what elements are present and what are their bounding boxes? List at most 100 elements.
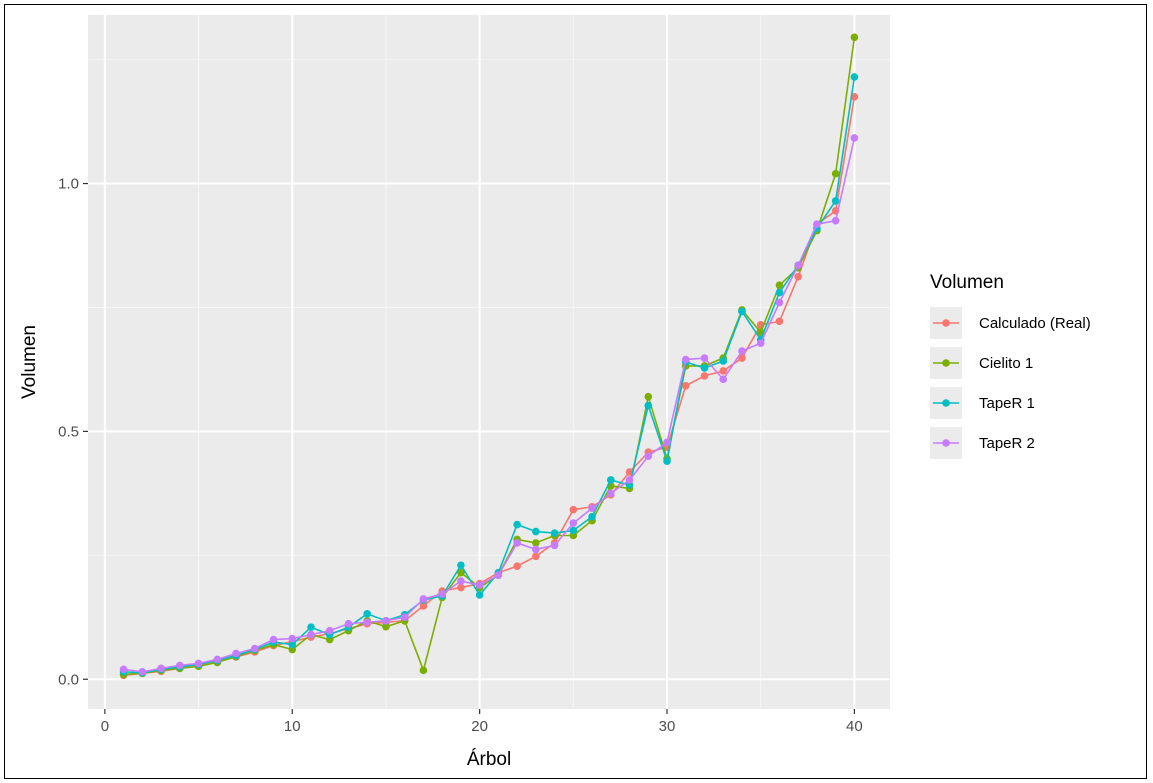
data-point bbox=[681, 381, 690, 390]
series-layer bbox=[119, 33, 859, 680]
y-tick-label: 1.0 bbox=[58, 176, 79, 193]
data-point bbox=[588, 504, 596, 513]
plot-panel bbox=[88, 15, 890, 709]
legend-item: TapeR 2 bbox=[930, 427, 1035, 459]
data-point bbox=[850, 73, 859, 81]
data-point bbox=[569, 519, 578, 527]
data-point bbox=[569, 526, 578, 535]
y-tick-label: 0.0 bbox=[58, 671, 79, 688]
data-point bbox=[550, 529, 559, 537]
data-point bbox=[606, 476, 615, 484]
y-axis-title: Volumen bbox=[19, 325, 40, 399]
x-tick-label: 10 bbox=[284, 718, 301, 735]
data-point bbox=[344, 619, 353, 628]
data-point bbox=[700, 372, 709, 380]
data-point bbox=[532, 552, 540, 561]
data-point bbox=[457, 568, 465, 577]
data-point bbox=[513, 539, 521, 547]
data-point bbox=[419, 595, 428, 603]
data-point bbox=[775, 281, 784, 289]
data-point bbox=[606, 489, 615, 498]
data-point bbox=[644, 452, 653, 460]
data-point bbox=[831, 197, 840, 205]
legend-item: Calculado (Real) bbox=[930, 307, 1091, 339]
data-point bbox=[475, 581, 484, 589]
data-point bbox=[663, 457, 671, 465]
data-point bbox=[475, 591, 484, 599]
data-point bbox=[363, 610, 372, 618]
data-point bbox=[794, 261, 802, 270]
data-point bbox=[213, 655, 222, 664]
data-point bbox=[794, 272, 802, 281]
data-point bbox=[513, 520, 521, 529]
x-tick-label: 40 bbox=[846, 718, 863, 735]
data-point bbox=[738, 354, 746, 362]
data-point bbox=[663, 438, 671, 447]
data-point bbox=[850, 33, 859, 42]
data-point bbox=[363, 618, 372, 627]
data-point bbox=[625, 476, 634, 484]
data-point bbox=[588, 512, 596, 521]
series-line bbox=[123, 137, 856, 673]
legend-label: TapeR 1 bbox=[979, 395, 1035, 412]
data-point bbox=[681, 355, 690, 364]
legend-item: TapeR 1 bbox=[930, 387, 1035, 419]
data-point bbox=[194, 659, 203, 668]
data-point bbox=[756, 339, 765, 347]
data-point bbox=[775, 317, 784, 326]
legend-label: TapeR 2 bbox=[979, 435, 1035, 452]
chart-frame: 0 10 20 30 40 0.0 0.5 1.0 Árbol Volumen Volume… bbox=[4, 4, 1147, 779]
data-point bbox=[307, 623, 315, 632]
data-point bbox=[325, 626, 334, 635]
series-line bbox=[123, 76, 856, 674]
data-point bbox=[419, 666, 428, 675]
x-tick-labels: 0 10 20 30 40 bbox=[101, 718, 863, 735]
y-tick-label: 0.5 bbox=[58, 423, 79, 440]
data-point bbox=[850, 134, 859, 142]
x-tick-label: 0 bbox=[101, 718, 109, 735]
data-point bbox=[494, 571, 503, 579]
data-point bbox=[307, 630, 315, 639]
legend-title: Volumen bbox=[930, 272, 1004, 293]
data-point bbox=[550, 541, 559, 550]
data-point bbox=[457, 561, 465, 570]
x-tick-label: 20 bbox=[471, 718, 488, 735]
data-point bbox=[700, 364, 709, 372]
data-point bbox=[719, 357, 728, 365]
data-point bbox=[157, 664, 165, 673]
legend: Volumen Calculado (Real) Cielito 1 TapeR 1… bbox=[930, 272, 1091, 459]
data-point bbox=[532, 545, 540, 554]
data-point bbox=[438, 590, 446, 598]
data-point bbox=[719, 375, 728, 384]
data-point bbox=[419, 602, 428, 610]
line-chart: 0 10 20 30 40 0.0 0.5 1.0 Árbol Volumen Volume… bbox=[19, 15, 1091, 770]
data-point bbox=[738, 347, 746, 355]
data-point bbox=[269, 635, 278, 644]
data-point bbox=[382, 622, 390, 631]
data-point bbox=[813, 220, 821, 228]
data-point bbox=[831, 216, 840, 225]
data-point bbox=[457, 577, 465, 585]
legend-items: Calculado (Real) Cielito 1 TapeR 1 TapeR 2 bbox=[930, 307, 1091, 459]
y-tick-labels: 0.0 0.5 1.0 bbox=[58, 176, 79, 689]
axis-ticks bbox=[83, 182, 855, 714]
data-point bbox=[288, 640, 297, 649]
legend-item: Cielito 1 bbox=[930, 347, 1033, 379]
data-point bbox=[288, 634, 297, 643]
data-point bbox=[532, 527, 540, 536]
grid-minor bbox=[88, 15, 890, 709]
data-point bbox=[719, 367, 728, 375]
data-point bbox=[457, 583, 465, 592]
data-point bbox=[569, 505, 578, 514]
legend-key-point bbox=[942, 359, 950, 367]
data-point bbox=[232, 649, 240, 658]
data-point bbox=[700, 354, 709, 362]
legend-key-point bbox=[942, 399, 950, 407]
series-4 bbox=[119, 134, 859, 676]
data-point bbox=[775, 298, 784, 307]
data-point bbox=[400, 613, 409, 622]
data-point bbox=[831, 169, 840, 178]
data-point bbox=[644, 392, 653, 401]
data-point bbox=[532, 539, 540, 547]
legend-key-point bbox=[942, 439, 950, 447]
